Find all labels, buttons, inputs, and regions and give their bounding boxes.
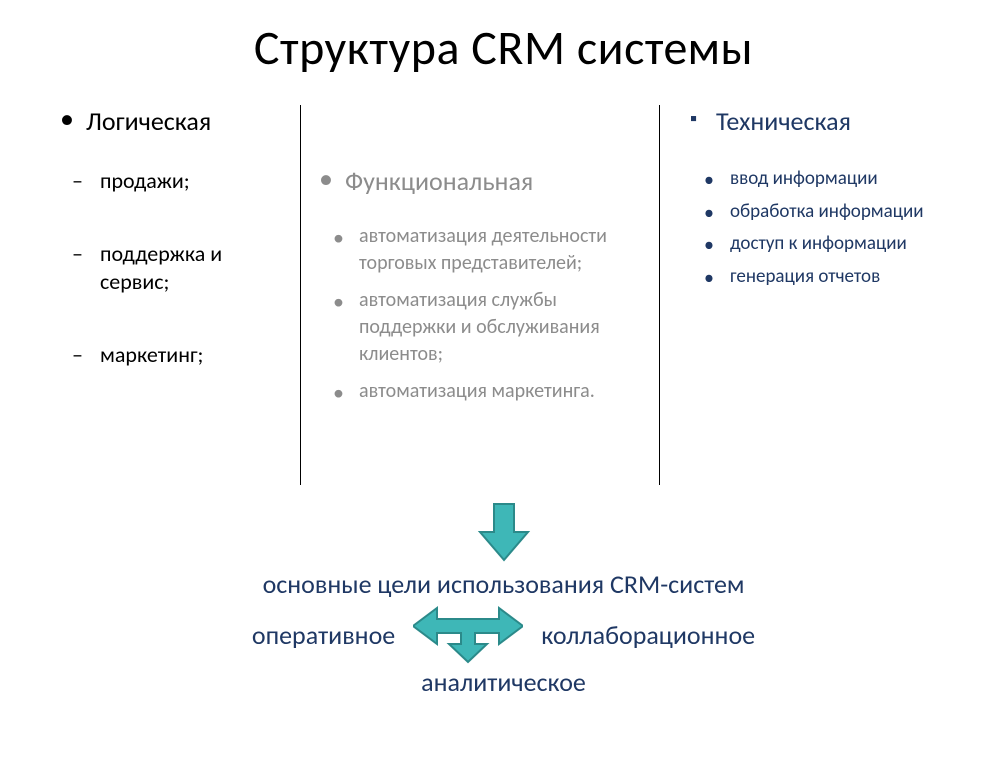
list-item: автоматизация службы поддержки и обслужи… <box>359 287 641 368</box>
bottom-area: основные цели использования CRM-систем о… <box>0 500 1007 698</box>
column-logical: Логическая продажи; поддержка и сервис; … <box>30 105 300 485</box>
column-functional: Функциональная автоматизация деятельност… <box>300 105 660 485</box>
list-item: автоматизация маркетинга. <box>359 378 641 405</box>
goals-text: основные цели использования CRM-систем <box>0 568 1007 600</box>
label-operational: оперативное <box>252 619 395 651</box>
slide-title: Структура CRM системы <box>0 18 1007 77</box>
label-analytical: аналитическое <box>0 666 1007 698</box>
list-item: доступ к информации <box>730 232 959 257</box>
col-heading-logical: Логическая <box>60 105 282 137</box>
columns-container: Логическая продажи; поддержка и сервис; … <box>0 105 1007 485</box>
list-item: продажи; <box>100 167 282 196</box>
col-heading-technical: Техническая <box>690 105 959 137</box>
list-item: автоматизация деятельности торговых пред… <box>359 223 641 277</box>
label-collaborative: коллаборационное <box>541 619 755 651</box>
arrow-down-icon <box>472 500 536 564</box>
col-heading-functional: Функциональная <box>319 165 641 197</box>
three-way-row: оперативное коллаборационное <box>0 606 1007 664</box>
list-technical: ввод информации обработка информации дос… <box>690 167 959 290</box>
list-item: маркетинг; <box>100 341 282 370</box>
arrow-three-way-icon <box>413 606 523 664</box>
list-item: поддержка и сервис; <box>100 240 282 297</box>
column-technical: Техническая ввод информации обработка ин… <box>660 105 977 485</box>
list-functional: автоматизация деятельности торговых пред… <box>319 223 641 405</box>
list-item: генерация отчетов <box>730 265 959 290</box>
list-logical: продажи; поддержка и сервис; маркетинг; <box>60 167 282 369</box>
list-item: ввод информации <box>730 167 959 192</box>
list-item: обработка информации <box>730 200 959 225</box>
